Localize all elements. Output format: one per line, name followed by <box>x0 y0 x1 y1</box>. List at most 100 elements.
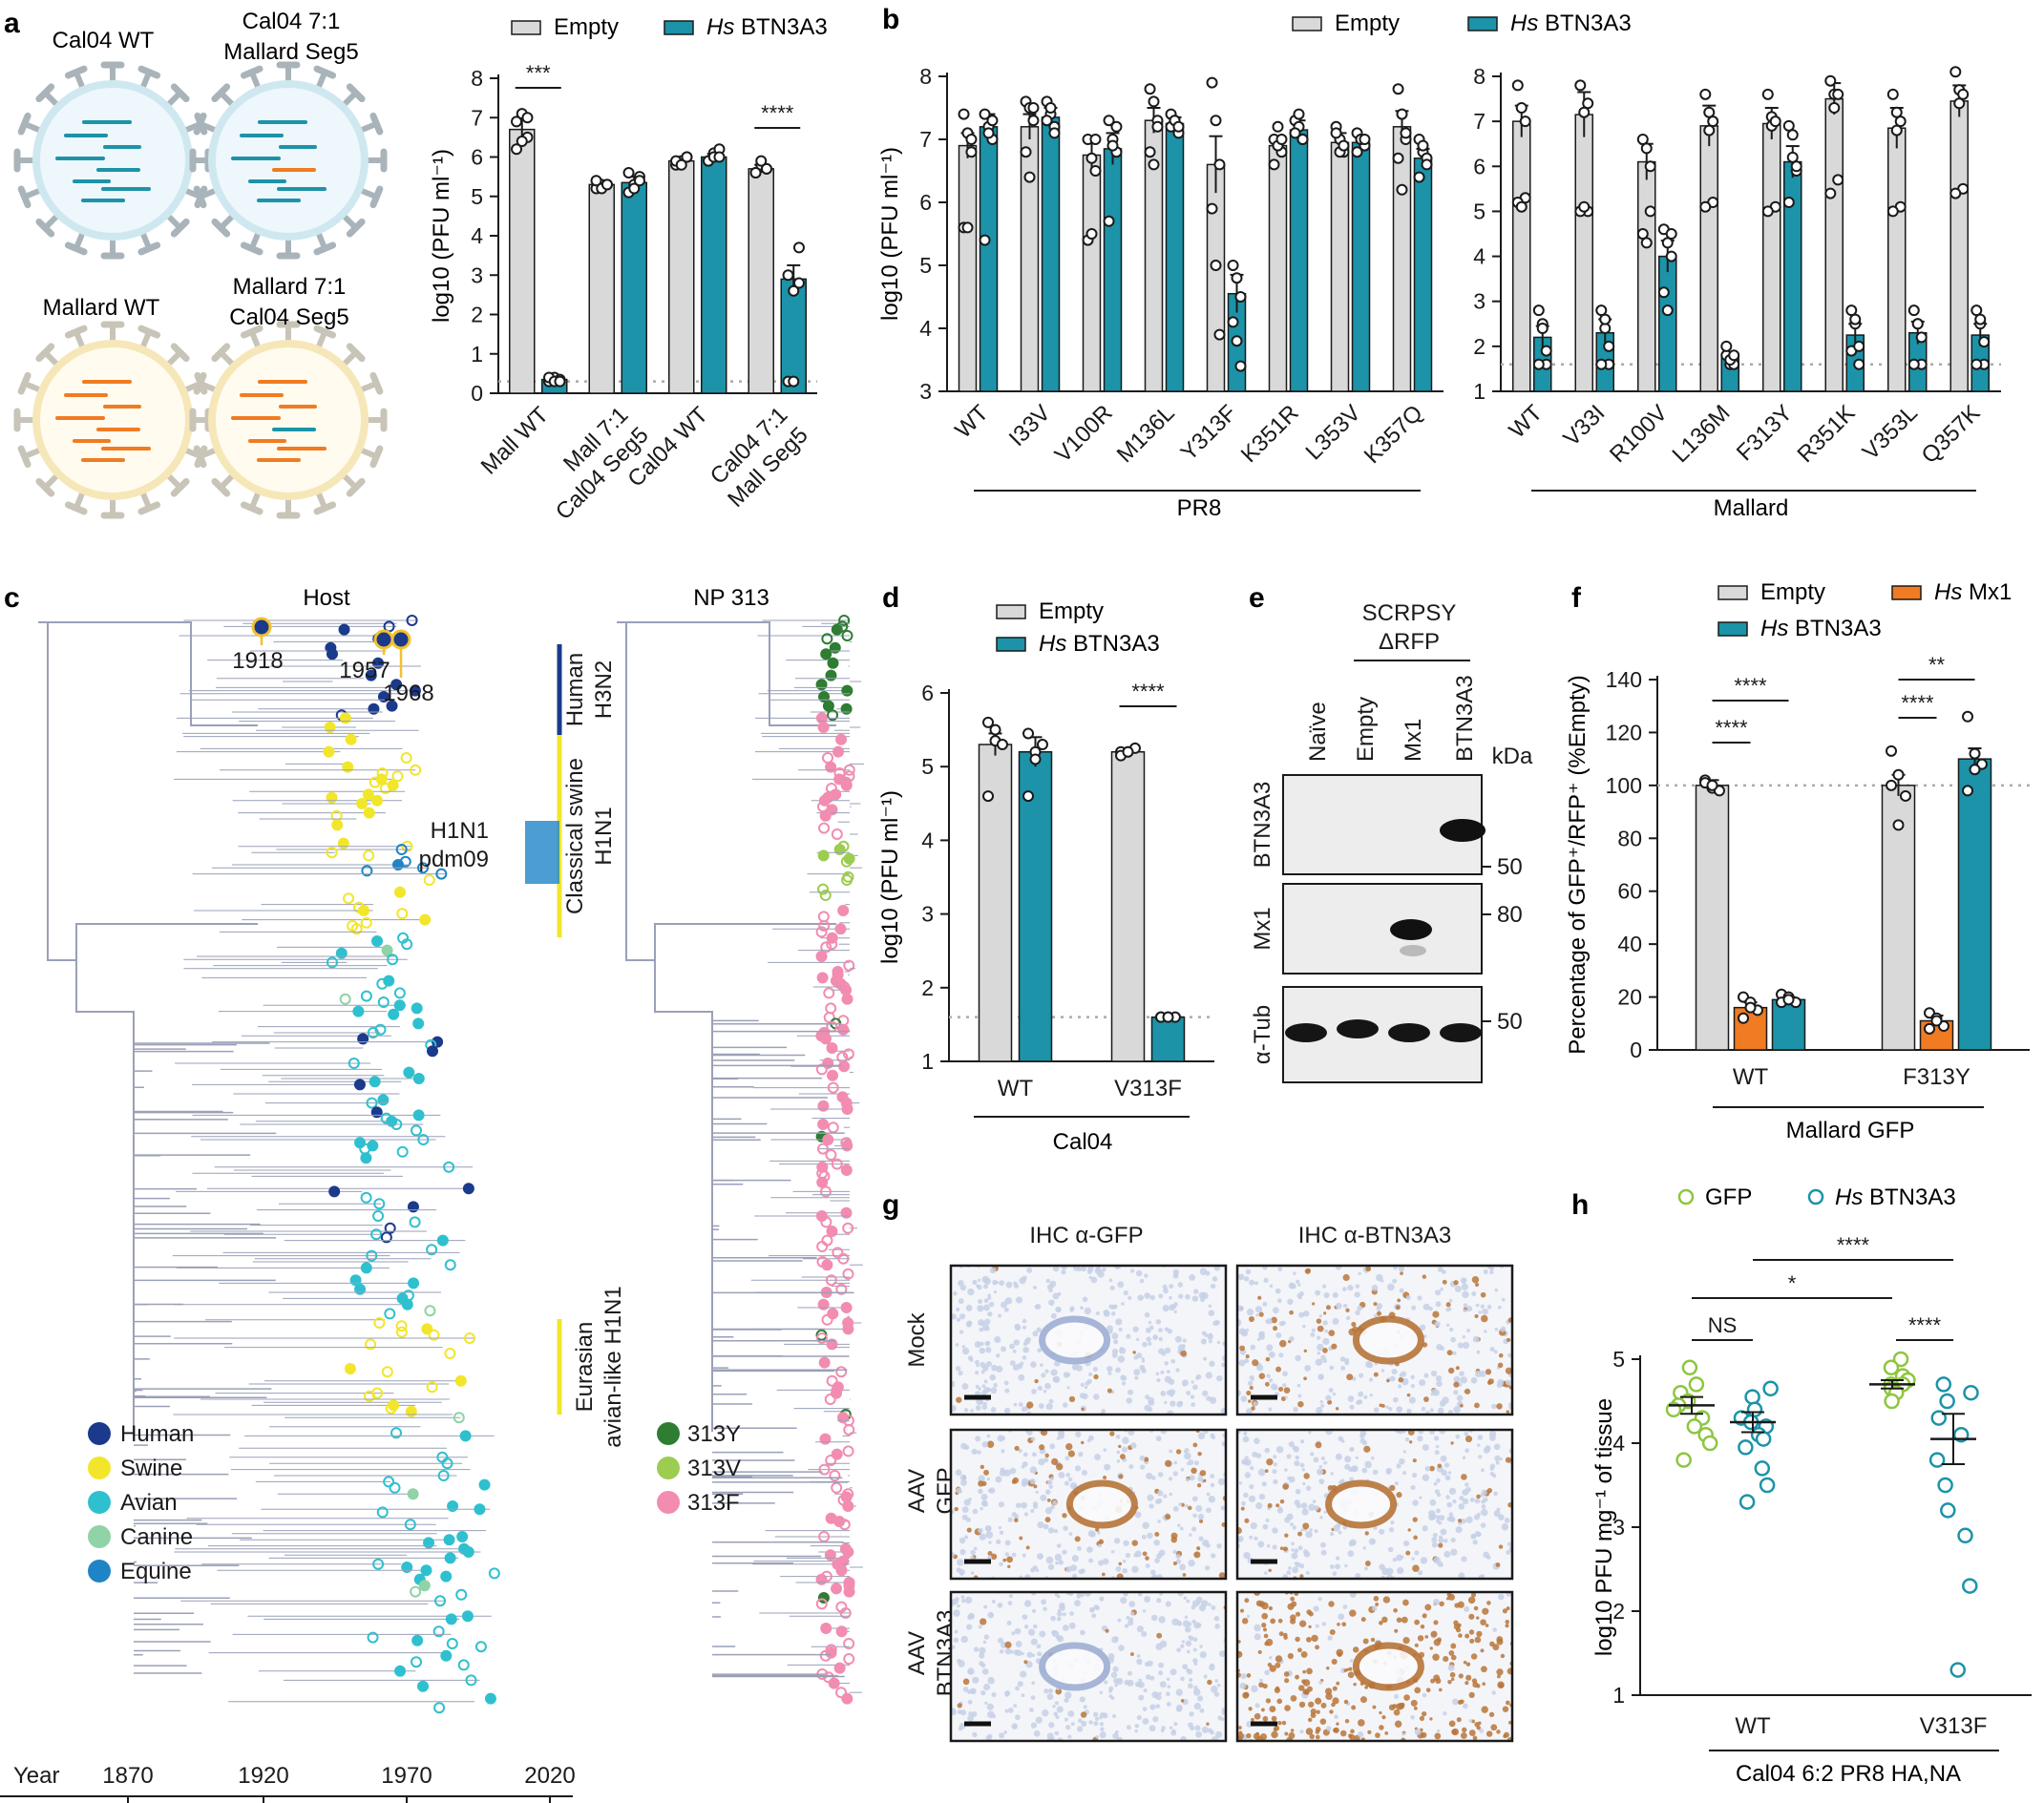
ihc-cell <box>1201 1726 1209 1733</box>
ihc-cell <box>1331 1658 1338 1665</box>
ihc-cell <box>1195 1730 1202 1738</box>
tree-tip <box>843 1638 855 1649</box>
ihc-cell <box>1286 1570 1292 1575</box>
ihc-cell <box>1177 1282 1184 1288</box>
ihc-cell <box>1048 1398 1054 1404</box>
ihc-cell <box>1389 1484 1396 1491</box>
ihc-cell <box>1286 1454 1292 1459</box>
ihc-cell <box>1051 1457 1059 1466</box>
x-tick-label-line: R100V <box>1605 400 1673 468</box>
tree-tip <box>440 1570 453 1583</box>
tree-tip <box>326 847 338 859</box>
ihc-cell <box>1040 1430 1048 1436</box>
ihc-cell <box>1122 1567 1128 1574</box>
ihc-cell <box>1298 1311 1305 1318</box>
ihc-cell <box>960 1478 967 1486</box>
ihc-cell <box>1038 1458 1045 1466</box>
ihc-cell <box>1456 1394 1464 1402</box>
ihc-micrograph-aav-gfp-gfp <box>949 1428 1228 1581</box>
ihc-cell <box>1365 1361 1373 1369</box>
tree-tip <box>819 1185 832 1198</box>
data-point <box>1293 108 1305 120</box>
y-tick-label: 0 <box>1630 1038 1642 1062</box>
ihc-cell <box>1150 1569 1156 1575</box>
ihc-cell <box>1102 1558 1109 1565</box>
data-point <box>590 175 602 187</box>
ihc-cell <box>1320 1702 1327 1709</box>
ihc-cell <box>1087 1530 1095 1538</box>
ihc-cell <box>1098 1539 1105 1544</box>
ihc-cell <box>1206 1492 1211 1497</box>
ihc-cell <box>1103 1448 1107 1452</box>
ihc-cell <box>1180 1350 1187 1357</box>
virus-label-line: Cal04 Seg5 <box>229 304 348 330</box>
ihc-cell <box>1237 1732 1245 1739</box>
legend-label-italic: Hs <box>1934 579 1969 605</box>
ihc-cell <box>1249 1385 1254 1391</box>
tree-tip <box>380 1231 392 1244</box>
ihc-frame <box>1235 1428 1514 1581</box>
ihc-cell <box>1158 1293 1164 1299</box>
ihc-cell <box>961 1347 970 1355</box>
ihc-cell <box>1281 1720 1287 1726</box>
ihc-cell <box>1213 1691 1220 1697</box>
data-point <box>1231 272 1243 284</box>
tree-tip <box>360 1191 372 1204</box>
ihc-cell <box>1126 1615 1130 1620</box>
ihc-cell <box>1293 1271 1296 1275</box>
tree-tip <box>436 1234 449 1247</box>
ihc-cell <box>1021 1501 1027 1509</box>
y-tick-label: 2 <box>1473 334 1486 359</box>
blot-lane-label: Naïve <box>1305 702 1331 762</box>
ihc-cell <box>1012 1349 1017 1353</box>
ihc-cell <box>1305 1570 1310 1575</box>
ihc-cell <box>1169 1449 1173 1454</box>
legend-swatch <box>996 637 1026 652</box>
ihc-cell <box>1065 1443 1073 1451</box>
ihc-cell <box>1031 1452 1037 1457</box>
ihc-cell <box>1158 1336 1163 1342</box>
ihc-cell <box>1255 1501 1263 1510</box>
ihc-cell <box>1325 1394 1332 1401</box>
ihc-cell <box>1121 1446 1127 1453</box>
tree-tip <box>831 623 843 636</box>
ihc-cell <box>1067 1450 1075 1457</box>
ihc-cell <box>1189 1678 1193 1683</box>
tree-tip <box>410 1585 422 1598</box>
bar <box>1413 157 1433 392</box>
ihc-cell <box>1298 1295 1302 1300</box>
ihc-cell <box>1023 1600 1032 1607</box>
ihc-cell <box>1083 1705 1087 1709</box>
ihc-cell <box>1014 1323 1021 1330</box>
ihc-cell <box>1314 1505 1319 1511</box>
ihc-cell <box>1264 1669 1271 1676</box>
ihc-cell <box>953 1609 960 1617</box>
ihc-cell <box>1476 1494 1481 1499</box>
tree-branch <box>75 923 258 960</box>
tree-title-np313: NP 313 <box>693 585 769 611</box>
ihc-cell <box>1186 1667 1191 1673</box>
ihc-cell <box>1142 1341 1148 1348</box>
band-tubulin <box>1440 1023 1482 1042</box>
ihc-cell <box>1469 1497 1475 1502</box>
data-point <box>1234 360 1247 372</box>
ihc-cell <box>1091 1613 1097 1619</box>
ihc-cell <box>1452 1499 1457 1504</box>
virus-spike-head <box>137 241 161 256</box>
ihc-cell <box>1295 1611 1301 1617</box>
ihc-cell <box>1399 1457 1405 1465</box>
tree-tip <box>825 1455 837 1466</box>
ihc-cell <box>966 1527 972 1533</box>
data-point <box>628 182 641 195</box>
ihc-cell <box>1329 1564 1335 1569</box>
data-point <box>1227 316 1239 328</box>
ihc-cell <box>986 1434 991 1438</box>
ihc-cell <box>1155 1643 1163 1650</box>
ihc-cell <box>1030 1722 1038 1729</box>
ihc-cell <box>1301 1508 1309 1516</box>
ihc-cell <box>967 1699 973 1705</box>
legend-marker <box>88 1422 111 1445</box>
ihc-cell <box>1216 1542 1222 1549</box>
ihc-cell <box>1432 1310 1440 1318</box>
ihc-cell <box>1422 1274 1427 1279</box>
